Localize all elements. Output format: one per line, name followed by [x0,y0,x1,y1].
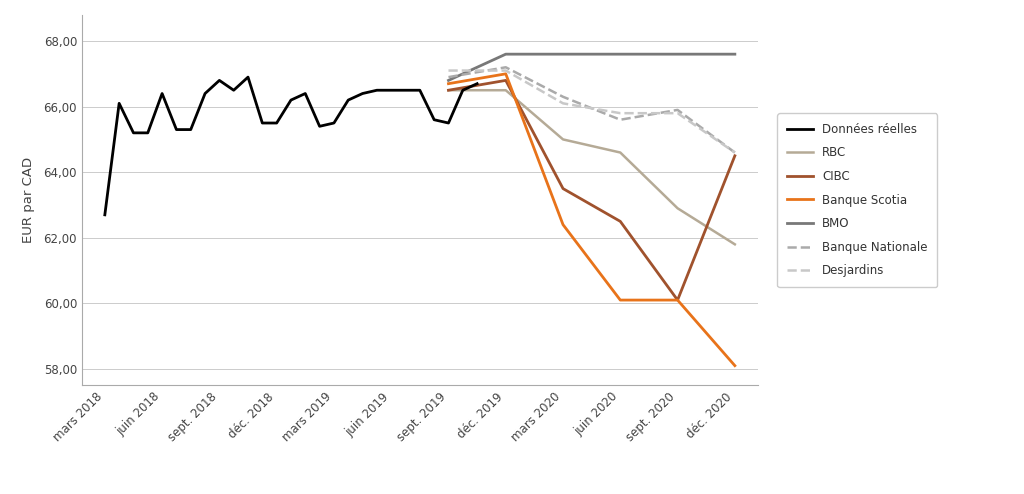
Line: Banque Nationale: Banque Nationale [449,67,735,153]
Banque Nationale [729,150,741,156]
BMO [500,51,512,57]
Données réelles [256,120,268,126]
Données réelles [213,78,225,83]
Données réelles [428,117,440,123]
Données réelles [328,120,340,126]
CIBC [557,186,569,192]
Banque Scotia [557,222,569,228]
Données réelles [227,87,240,93]
Données réelles [356,90,369,96]
Données réelles [270,120,283,126]
CIBC [672,297,684,303]
BMO [442,78,455,83]
BMO [672,51,684,57]
CIBC [442,87,455,93]
RBC [500,87,512,93]
Banque Nationale [614,117,627,123]
Données réelles [242,74,254,80]
Line: BMO: BMO [449,54,735,81]
RBC [729,242,741,247]
Banque Scotia [672,297,684,303]
Line: RBC: RBC [449,90,735,245]
Banque Scotia [729,363,741,369]
Données réelles [371,87,383,93]
Données réelles [199,90,211,96]
Line: CIBC: CIBC [449,81,735,300]
Line: Banque Scotia: Banque Scotia [449,74,735,366]
RBC [672,206,684,211]
Données réelles [113,100,125,106]
RBC [442,87,455,93]
Données réelles [313,124,326,129]
Desjardins [442,68,455,74]
Banque Nationale [557,94,569,100]
Données réelles [342,97,354,103]
BMO [729,51,741,57]
CIBC [614,218,627,224]
Données réelles [184,126,197,132]
Banque Nationale [672,107,684,113]
Données réelles [471,81,483,86]
Banque Nationale [442,74,455,80]
Y-axis label: EUR par CAD: EUR par CAD [23,157,35,243]
CIBC [500,78,512,83]
Desjardins [500,68,512,74]
Banque Scotia [500,71,512,77]
Desjardins [557,100,569,106]
Données réelles [299,90,311,96]
Banque Scotia [614,297,627,303]
CIBC [729,153,741,159]
Banque Scotia [442,81,455,86]
Données réelles [442,120,455,126]
Données réelles [457,87,469,93]
Données réelles [385,87,397,93]
Desjardins [729,150,741,156]
Line: Desjardins: Desjardins [449,71,735,153]
Données réelles [141,130,154,136]
BMO [557,51,569,57]
Données réelles [285,97,297,103]
Données réelles [127,130,139,136]
Données réelles [170,126,182,132]
Données réelles [399,87,412,93]
Legend: Données réelles, RBC, CIBC, Banque Scotia, BMO, Banque Nationale, Desjardins: Données réelles, RBC, CIBC, Banque Scoti… [777,113,937,287]
Données réelles [156,90,168,96]
RBC [557,136,569,142]
RBC [614,150,627,156]
Desjardins [672,110,684,116]
Banque Nationale [500,64,512,70]
Line: Données réelles: Données réelles [104,77,477,215]
BMO [614,51,627,57]
Données réelles [414,87,426,93]
Desjardins [614,110,627,116]
Données réelles [98,212,111,218]
